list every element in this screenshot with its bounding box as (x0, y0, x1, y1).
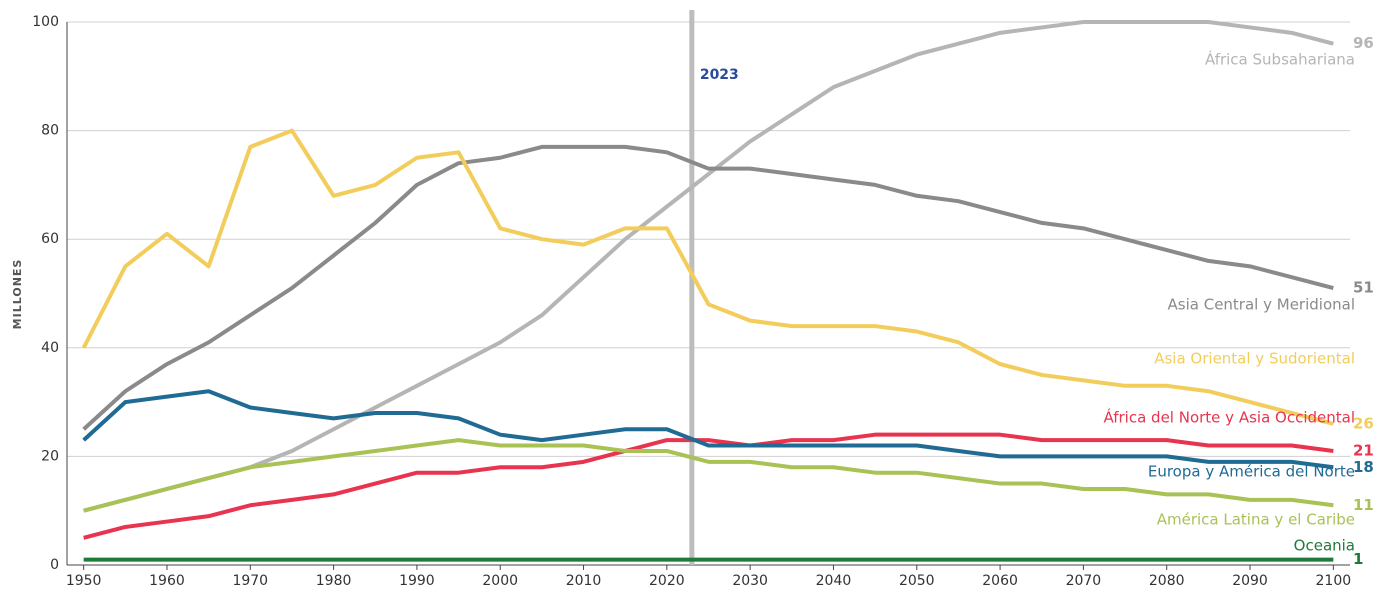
end-value-label: 1 (1353, 550, 1363, 568)
x-tick-label: 1960 (149, 573, 185, 589)
series-line (83, 432, 1334, 540)
marker-label: 2023 (700, 67, 739, 83)
x-tick-label: 2050 (899, 573, 935, 589)
end-value-label: 96 (1353, 34, 1374, 52)
x-tick-label: 2010 (566, 573, 602, 589)
y-axis-title: MILLONES (11, 259, 24, 330)
end-value-label: 21 (1353, 441, 1374, 459)
x-tick-label: 2080 (1149, 573, 1185, 589)
x-tick-label: 2040 (816, 573, 852, 589)
x-tick-label: 2000 (482, 573, 518, 589)
x-tick-label: 1970 (232, 573, 268, 589)
series-name: Oceania (1294, 537, 1355, 555)
end-value-label: 18 (1353, 458, 1374, 476)
y-tick-label: 20 (41, 448, 59, 464)
series-name: América Latina y el Caribe (1157, 511, 1355, 529)
y-tick-label: 0 (50, 557, 59, 573)
series-line (83, 438, 1334, 513)
x-tick-label: 1980 (316, 573, 352, 589)
y-tick-label: 40 (41, 340, 59, 356)
x-tick-label: 2100 (1316, 573, 1352, 589)
x-tick-label: 2090 (1232, 573, 1268, 589)
x-tick-label: 1950 (66, 573, 102, 589)
end-value-label: 26 (1353, 414, 1374, 432)
x-tick-label: 2070 (1066, 573, 1102, 589)
series-line (81, 128, 1334, 426)
y-tick-label: 80 (41, 123, 59, 139)
x-tick-label: 2030 (732, 573, 768, 589)
series-name: África del Norte y Asia Occidental (1104, 408, 1356, 427)
series-name: Asia Central y Meridional (1168, 296, 1355, 314)
series-line (83, 20, 1334, 513)
end-value-label: 51 (1353, 279, 1374, 297)
series-name: Asia Oriental y Sudoriental (1154, 350, 1355, 368)
x-tick-label: 2020 (649, 573, 685, 589)
x-tick-label: 1990 (399, 573, 435, 589)
end-value-label: 11 (1353, 496, 1374, 514)
y-tick-label: 60 (41, 231, 59, 247)
series-name: África Subsahariana (1205, 50, 1355, 69)
series-name: Europa y América del Norte (1148, 463, 1355, 481)
x-tick-label: 2060 (982, 573, 1018, 589)
y-tick-label: 100 (32, 14, 59, 30)
series-line (82, 144, 1334, 431)
series-line (82, 389, 1334, 470)
